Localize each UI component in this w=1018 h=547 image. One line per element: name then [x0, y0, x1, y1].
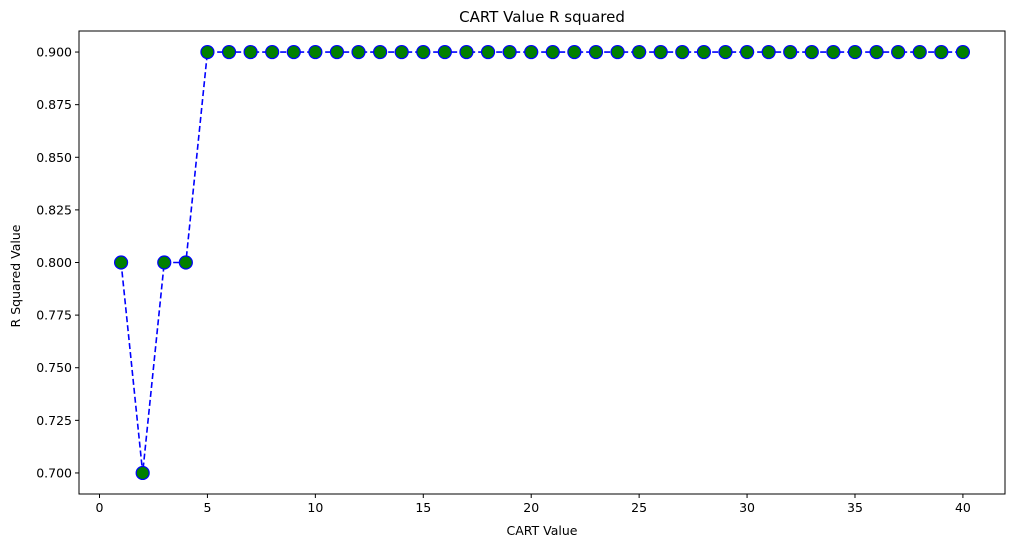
data-point	[567, 44, 582, 60]
data-point	[545, 44, 560, 60]
y-tick-label: 0.900	[36, 45, 72, 60]
x-tick-label: 0	[96, 500, 104, 515]
data-point	[459, 44, 474, 60]
data-point	[653, 44, 668, 60]
data-point	[265, 44, 280, 60]
plot-area	[78, 30, 1006, 495]
y-tick-label: 0.700	[36, 465, 72, 480]
data-point	[783, 44, 798, 60]
x-tick-label: 30	[739, 500, 755, 515]
data-point	[416, 44, 431, 60]
chart-title: CART Value R squared	[459, 8, 625, 26]
axis-ticks: 0 5 10 15 20 25 30 35 40 0.700 0.725 0.750 0.775 0.80…	[36, 45, 971, 515]
data-point	[157, 255, 172, 270]
data-point	[329, 44, 345, 60]
y-tick-label: 0.825	[36, 202, 72, 217]
series-line-0	[120, 51, 963, 474]
data-point	[739, 44, 755, 60]
x-tick-label: 15	[415, 500, 431, 515]
y-tick-label: 0.725	[36, 413, 72, 428]
data-point	[178, 255, 193, 270]
y-tick-label: 0.775	[36, 308, 72, 323]
data-point	[718, 44, 733, 60]
data-point	[524, 44, 539, 60]
data-point	[696, 44, 711, 60]
data-point	[502, 44, 517, 60]
x-tick-label: 40	[955, 500, 971, 515]
x-axis-label: CART Value	[507, 523, 578, 538]
data-point	[394, 44, 409, 60]
y-tick-label: 0.875	[36, 97, 72, 112]
data-point	[588, 44, 604, 60]
x-tick-label: 25	[631, 500, 647, 515]
data-point	[826, 44, 841, 60]
data-point	[373, 44, 388, 60]
data-point	[437, 44, 452, 60]
data-point	[761, 44, 776, 60]
data-point	[804, 44, 819, 60]
plot-frame	[78, 30, 1006, 495]
data-point	[286, 44, 301, 60]
data-point	[610, 44, 625, 60]
data-point	[308, 44, 323, 60]
data-point	[351, 44, 366, 60]
y-tick-label: 0.800	[36, 255, 72, 270]
data-point	[869, 44, 884, 60]
data-point	[243, 44, 258, 60]
data-point	[934, 44, 949, 60]
data-point	[221, 44, 237, 60]
data-point	[480, 44, 496, 60]
data-point	[675, 44, 690, 60]
x-tick-label: 10	[307, 500, 323, 515]
data-point	[135, 465, 150, 481]
data-point	[113, 255, 129, 270]
data-point	[200, 44, 215, 60]
data-point	[891, 44, 906, 60]
data-point	[955, 44, 971, 60]
x-tick-label: 20	[523, 500, 539, 515]
data-point	[912, 44, 927, 60]
data-point	[847, 44, 863, 60]
x-tick-label: 5	[203, 500, 211, 515]
data-point	[632, 44, 647, 60]
x-tick-label: 35	[847, 500, 863, 515]
y-tick-label: 0.850	[36, 150, 72, 165]
y-axis-label: R Squared Value	[8, 224, 23, 327]
y-tick-label: 0.750	[36, 360, 72, 375]
